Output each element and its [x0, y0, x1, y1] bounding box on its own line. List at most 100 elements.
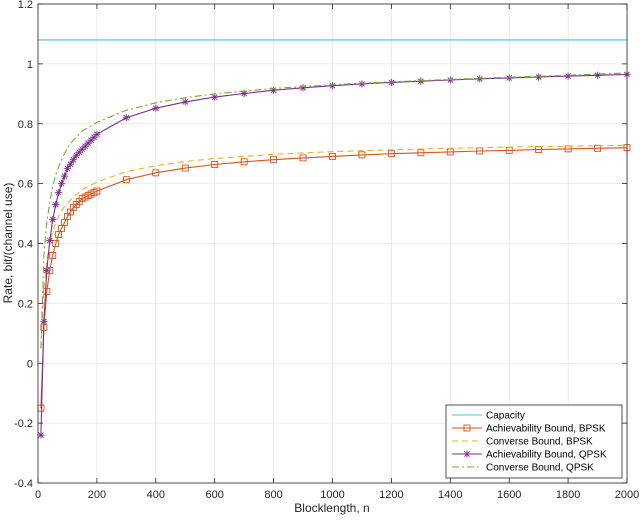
x-tick-label: 1800	[556, 489, 580, 501]
series-achievability-bound-bpsk	[37, 144, 631, 412]
x-tick-label: 2000	[615, 489, 639, 501]
y-tick-label: 0.8	[18, 119, 33, 131]
asterisk-marker	[69, 156, 77, 164]
asterisk-marker	[240, 89, 248, 98]
asterisk-stroke	[417, 78, 424, 85]
square-marker	[181, 164, 189, 172]
square-marker	[49, 252, 57, 259]
y-tick-label: 0.6	[18, 179, 33, 191]
asterisk-marker	[63, 165, 72, 173]
asterisk-marker	[387, 78, 395, 87]
asterisk-stroke	[70, 156, 77, 163]
series-converse-bound-bpsk	[40, 144, 628, 349]
asterisk-stroke	[52, 201, 59, 208]
asterisk-stroke	[43, 267, 50, 274]
legend-entry: Converse Bound, QPSK	[452, 463, 594, 474]
square-marker	[329, 152, 336, 160]
asterisk-stroke	[211, 94, 218, 100]
asterisk-marker	[446, 76, 454, 84]
asterisk-marker	[299, 84, 307, 92]
asterisk-marker	[37, 431, 45, 439]
asterisk-stroke	[58, 180, 65, 187]
series-line	[40, 147, 628, 409]
asterisk-marker	[43, 266, 51, 275]
legend-label: Achievability Bound, BPSK	[486, 424, 606, 435]
asterisk-marker	[211, 93, 219, 101]
legend-label: Converse Bound, QPSK	[486, 463, 594, 474]
x-tick-label: 1400	[438, 489, 462, 501]
legend-label: Achievability Bound, QPSK	[486, 450, 607, 461]
asterisk-marker	[328, 82, 337, 90]
asterisk-stroke	[565, 73, 571, 80]
square-marker	[93, 187, 101, 195]
asterisk-marker	[505, 74, 513, 82]
x-tick-label: 800	[264, 489, 282, 501]
y-tick-label: -0.4	[14, 478, 33, 490]
asterisk-stroke	[388, 79, 395, 86]
series-line	[40, 72, 628, 349]
legend-entry: Capacity	[452, 411, 525, 422]
ticks: 0 200 400 600 800 1000 1200 1400 1600 1800 2000 -0.…	[14, 0, 639, 501]
asterisk-marker	[57, 180, 66, 188]
y-tick-label: 1	[27, 59, 33, 71]
legend-entry: Converse Bound, BPSK	[452, 437, 593, 448]
x-tick-label: 1600	[497, 489, 521, 501]
legend-label: Capacity	[486, 411, 525, 422]
asterisk-stroke	[94, 131, 100, 138]
asterisk-marker	[93, 130, 101, 138]
square-marker	[446, 148, 454, 156]
series-line	[40, 144, 628, 349]
y-tick-label: -0.2	[14, 418, 33, 430]
asterisk-marker	[66, 160, 74, 168]
asterisk-marker	[181, 98, 189, 106]
asterisk-stroke	[506, 75, 513, 81]
legend-entry: Achievability Bound, QPSK	[452, 450, 607, 461]
x-tick-label: 600	[206, 489, 224, 501]
x-tick-label: 200	[88, 489, 106, 501]
asterisk-stroke	[447, 77, 454, 83]
asterisk-marker	[564, 72, 572, 80]
legend-entry: Achievability Bound, BPSK	[452, 424, 606, 435]
asterisk-stroke	[55, 189, 62, 196]
square-marker	[240, 158, 248, 166]
asterisk-marker	[463, 450, 471, 458]
series-achievability-bound-qpsk	[37, 70, 631, 439]
series-converse-bound-qpsk	[40, 72, 628, 349]
asterisk-stroke	[329, 82, 336, 89]
asterisk-stroke	[359, 81, 365, 87]
asterisk-stroke	[123, 114, 130, 121]
square-marker	[211, 161, 219, 168]
square-marker	[152, 169, 160, 177]
legend-label: Converse Bound, BPSK	[486, 437, 593, 448]
x-tick-label: 400	[147, 489, 165, 501]
square-marker	[387, 150, 395, 158]
asterisk-stroke	[46, 237, 53, 244]
asterisk-marker	[84, 139, 92, 147]
asterisk-marker	[49, 215, 57, 224]
y-tick-label: 0.4	[18, 239, 33, 251]
asterisk-marker	[535, 73, 543, 81]
legend: Capacity Achievability Bound, BPSK Convers…	[445, 404, 623, 479]
square-marker	[299, 154, 307, 162]
asterisk-stroke	[67, 161, 74, 168]
square-marker	[358, 151, 366, 159]
x-axis-label: Blocklength, n	[294, 501, 369, 515]
asterisk-marker	[52, 200, 60, 209]
asterisk-marker	[60, 172, 69, 180]
asterisk-marker	[593, 71, 602, 79]
square-marker	[270, 156, 278, 164]
asterisk-marker	[75, 148, 83, 156]
x-tick-label: 0	[35, 489, 41, 501]
asterisk-marker	[417, 77, 425, 85]
asterisk-stroke	[38, 432, 44, 438]
asterisk-marker	[55, 189, 63, 197]
y-tick-label: 0	[27, 358, 33, 370]
asterisk-marker	[81, 142, 89, 150]
asterisk-stroke	[182, 99, 189, 105]
asterisk-marker	[152, 104, 160, 112]
asterisk-marker	[122, 114, 130, 122]
square-marker	[52, 240, 60, 247]
y-tick-label: 1.2	[18, 0, 33, 11]
asterisk-stroke	[64, 165, 71, 172]
